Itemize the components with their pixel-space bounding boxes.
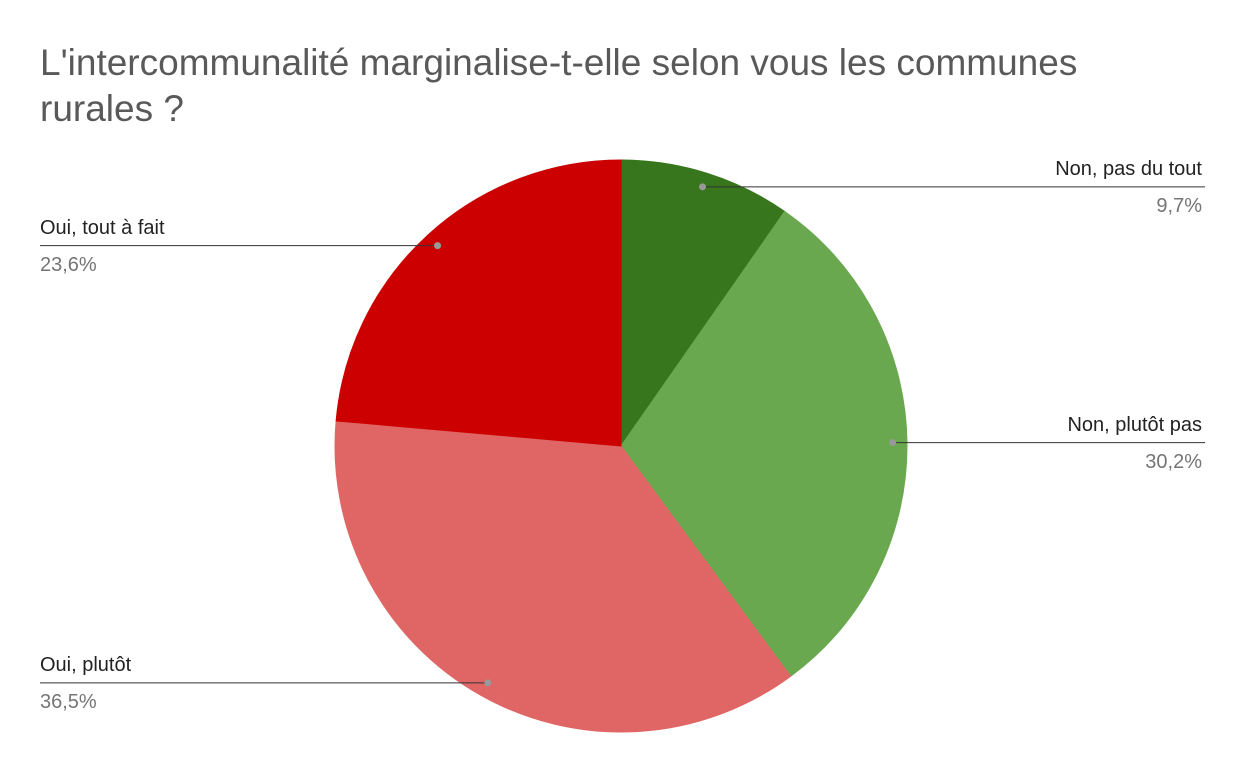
leader-dot (434, 242, 442, 250)
legend-label: Non, pas du tout (1055, 158, 1202, 180)
leader-dot (484, 679, 492, 687)
chart-title: L'intercommunalité marginalise-t-elle se… (40, 42, 1078, 129)
pie-slice (334, 420, 792, 733)
pie-slice (620, 159, 786, 448)
pie-slice (335, 159, 622, 447)
legend-label: Oui, tout à fait (40, 217, 165, 239)
value-label: 9,7% (1156, 195, 1202, 217)
value-label: 23,6% (40, 254, 97, 276)
leader-dot (889, 439, 897, 447)
value-label: 36,5% (40, 691, 97, 713)
value-label: 30,2% (1145, 451, 1202, 473)
leader-dot (699, 183, 707, 191)
legend-label: Oui, plutôt (40, 654, 132, 676)
legend-label: Non, plutôt pas (1067, 414, 1202, 436)
